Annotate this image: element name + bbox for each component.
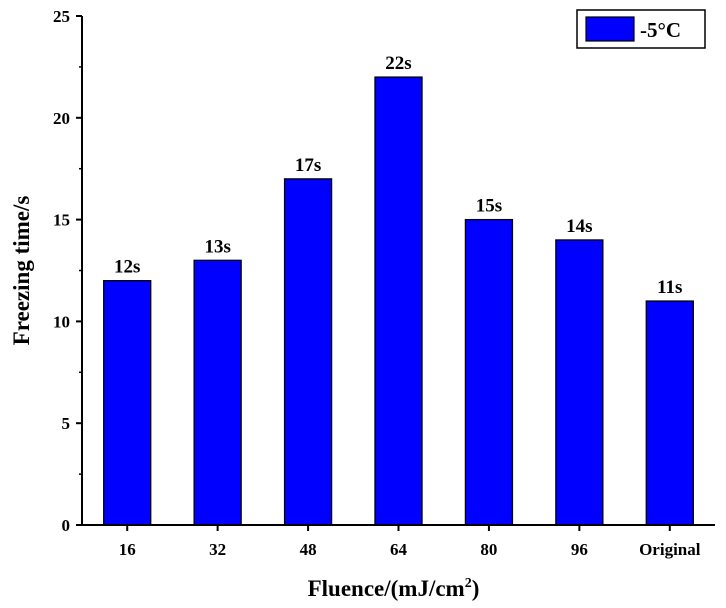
y-tick-label: 5 bbox=[62, 414, 71, 433]
data-label-32: 13s bbox=[204, 236, 230, 257]
x-axis-title-superscript: 2 bbox=[465, 576, 472, 591]
x-tick-label: 48 bbox=[300, 540, 317, 559]
y-ticks-group: 0 5 10 15 20 25 bbox=[53, 7, 82, 535]
data-label-original: 11s bbox=[657, 277, 682, 298]
y-tick-label: 20 bbox=[53, 109, 70, 128]
bar-96 bbox=[555, 239, 604, 526]
bar-original bbox=[645, 300, 694, 526]
x-tick-label: 16 bbox=[119, 540, 136, 559]
x-tick-label: 80 bbox=[480, 540, 497, 559]
y-tick-label: 15 bbox=[53, 211, 70, 230]
x-axis-title-main: Fluence/(mJ/cm bbox=[308, 576, 465, 601]
data-labels-group: 12s 13s 17s 22s 15s 14s 11s bbox=[114, 53, 682, 298]
x-tick-label: 64 bbox=[390, 540, 408, 559]
bar-16 bbox=[103, 280, 152, 526]
data-label-96: 14s bbox=[566, 216, 592, 237]
y-axis-title: Freezing time/s bbox=[9, 196, 34, 346]
x-tick-label: 96 bbox=[571, 540, 588, 559]
legend-swatch bbox=[585, 16, 635, 42]
legend-label: -5°C bbox=[640, 18, 681, 42]
y-tick-label: 0 bbox=[62, 516, 71, 535]
data-label-80: 15s bbox=[476, 196, 502, 217]
bar-64 bbox=[374, 76, 423, 526]
bar-48 bbox=[283, 178, 333, 526]
legend: -5°C bbox=[576, 9, 706, 49]
y-tick-label: 25 bbox=[53, 7, 70, 26]
x-ticks-group: 16 32 48 64 80 96 Original bbox=[119, 525, 701, 559]
data-label-48: 17s bbox=[295, 155, 321, 176]
data-label-16: 12s bbox=[114, 257, 140, 278]
y-tick-label: 10 bbox=[53, 312, 70, 331]
bar-32 bbox=[193, 259, 242, 526]
data-label-64: 22s bbox=[385, 53, 411, 74]
x-axis-title: Fluence/(mJ/cm2) bbox=[308, 576, 480, 601]
x-axis-title-suffix: ) bbox=[472, 576, 480, 601]
bar-80 bbox=[464, 218, 514, 526]
x-tick-label: Original bbox=[639, 540, 701, 559]
bars-group bbox=[103, 76, 694, 526]
x-tick-label: 32 bbox=[209, 540, 226, 559]
